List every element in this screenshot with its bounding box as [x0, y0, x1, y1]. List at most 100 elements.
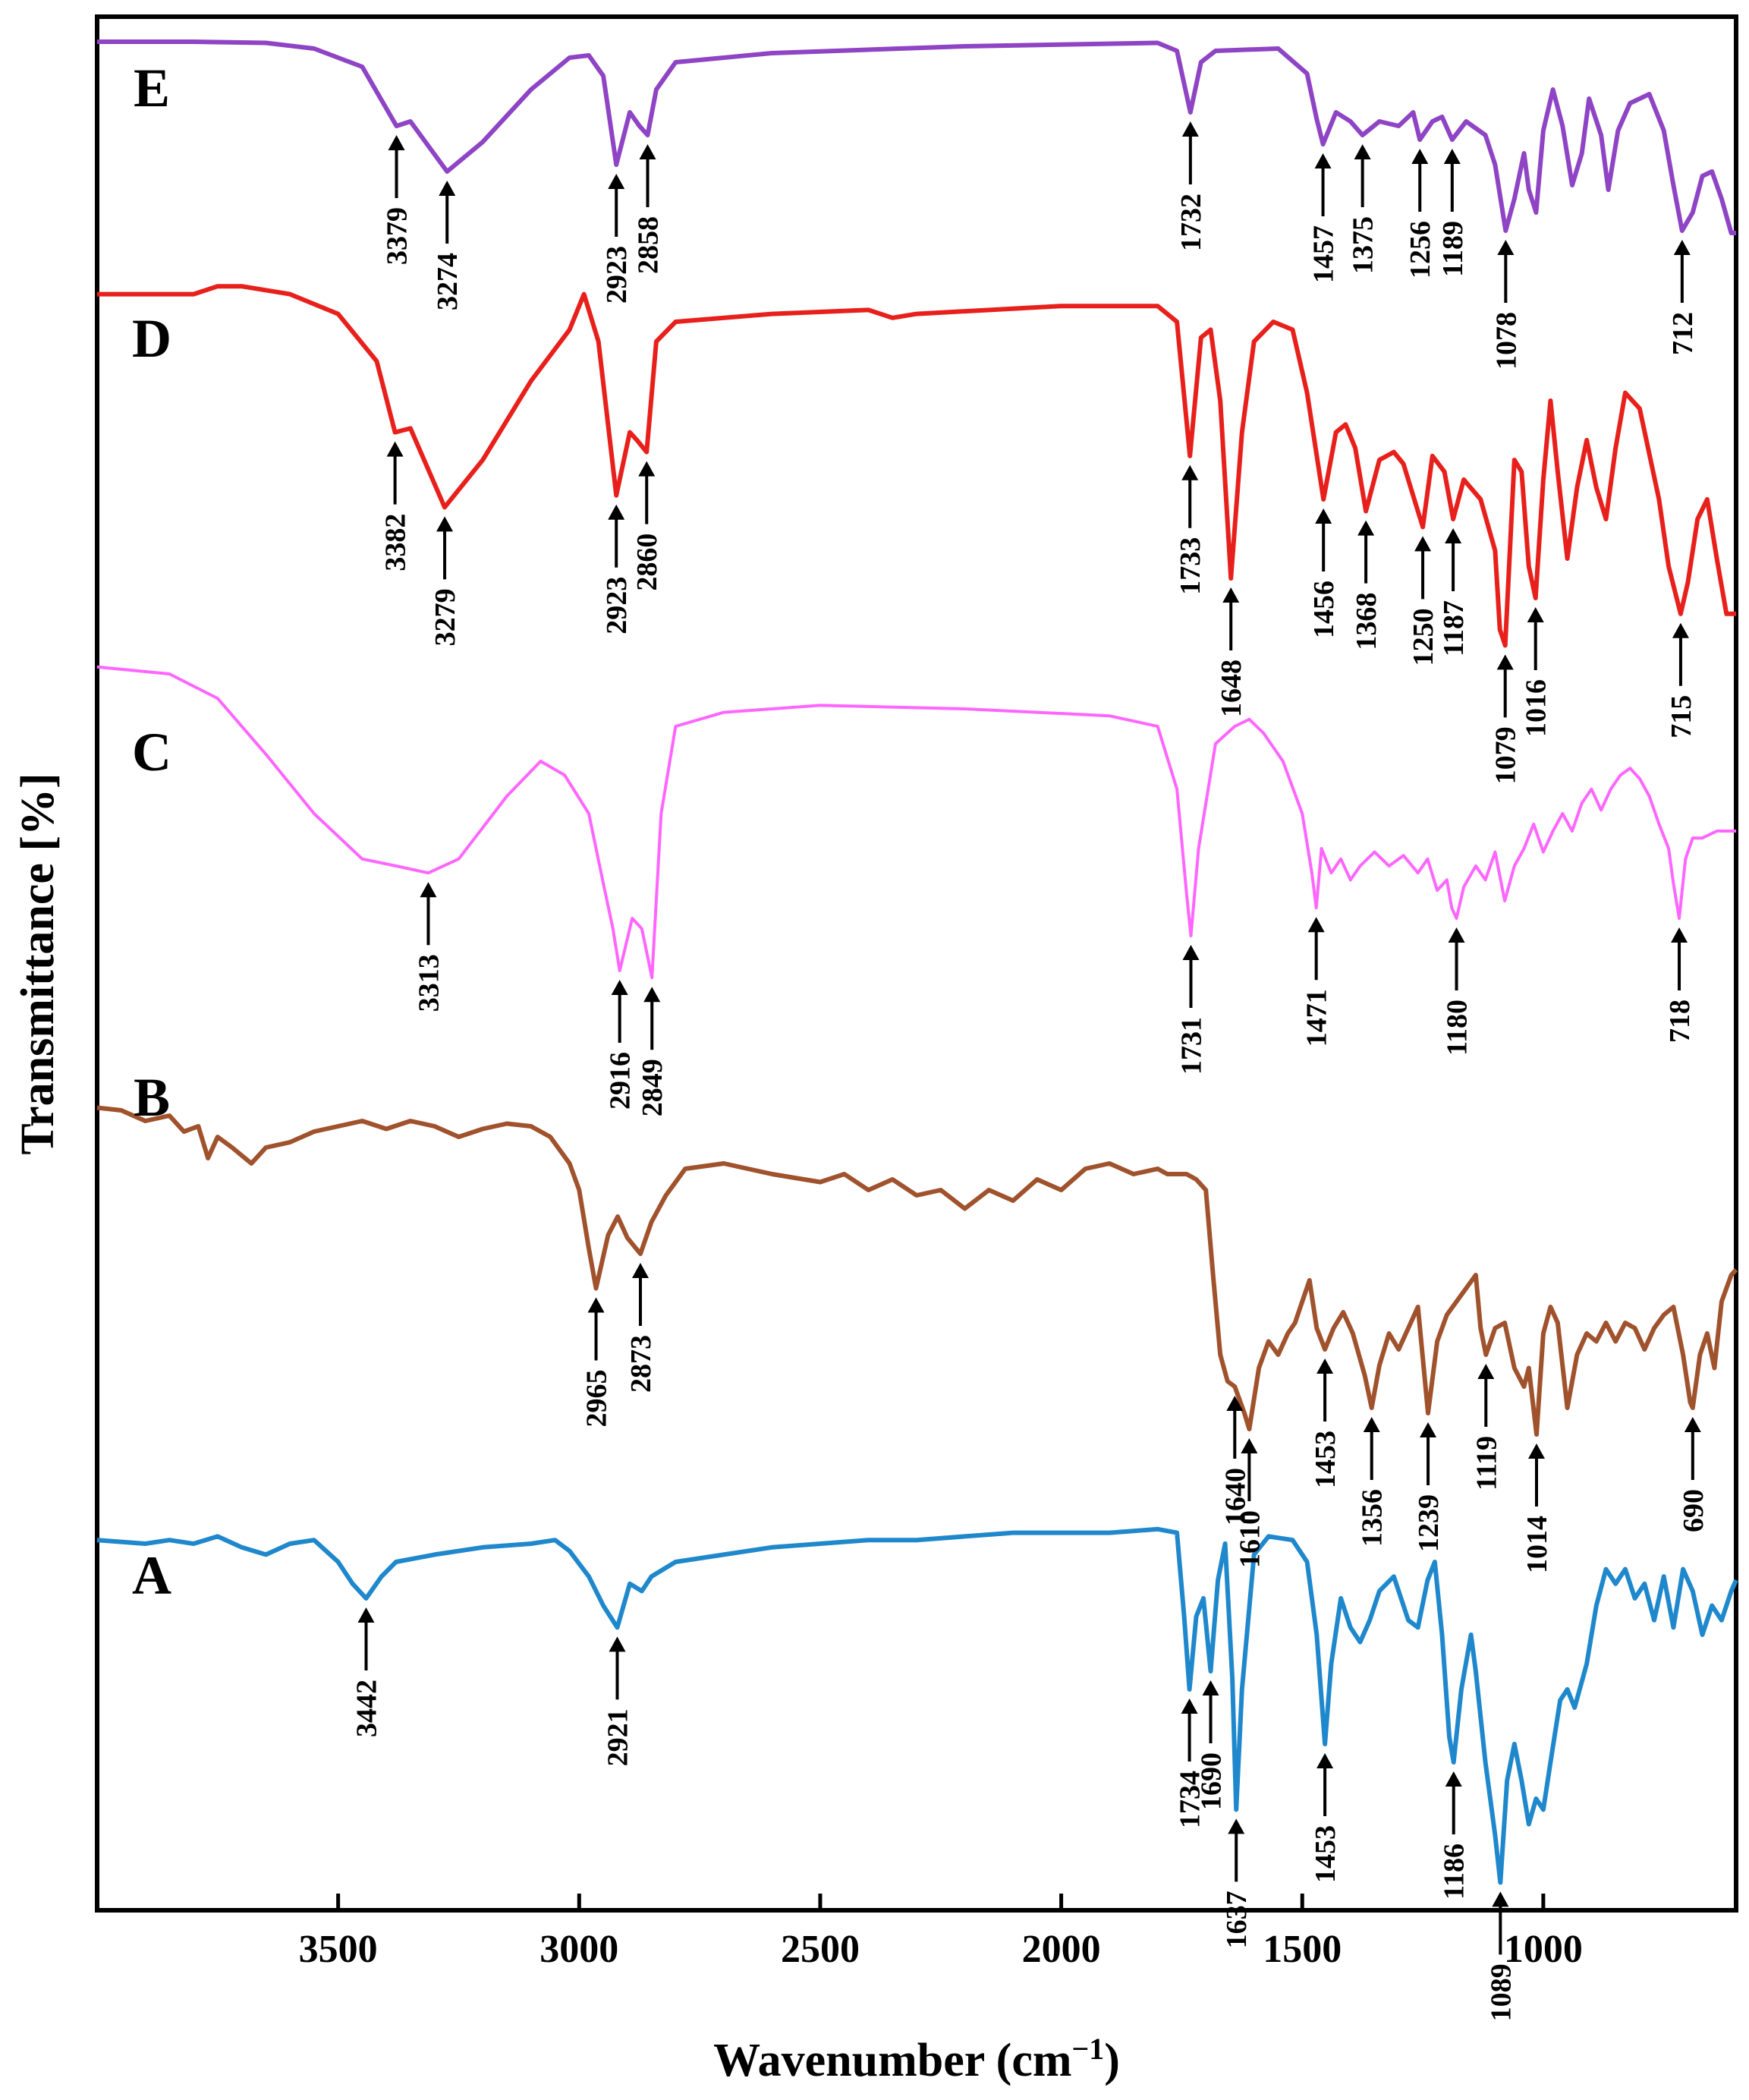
peak-label: 715	[1666, 695, 1697, 738]
peak-D-3279: 3279	[429, 516, 461, 646]
peak-label: 1457	[1308, 225, 1340, 283]
peak-arrow-head	[357, 1607, 375, 1623]
peak-A-1637: 1637	[1221, 1818, 1253, 1948]
peak-E-1457: 1457	[1308, 153, 1340, 283]
peak-label: 2921	[602, 1708, 634, 1766]
peak-arrow-head	[1314, 153, 1332, 168]
peak-D-1368: 1368	[1351, 520, 1383, 650]
peak-arrow-head	[1414, 536, 1432, 552]
peak-E-1189: 1189	[1437, 149, 1469, 277]
peak-label: 1640	[1219, 1468, 1251, 1525]
x-axis-title-main: Wavenumber (cm	[713, 2035, 1071, 2086]
peak-label: 3313	[413, 954, 445, 1012]
peak-arrow-head	[1357, 520, 1375, 536]
peak-arrow-head	[1315, 508, 1332, 524]
peak-arrow-head	[1448, 927, 1465, 943]
peak-arrow-head	[1316, 1359, 1334, 1374]
peak-C-1180: 1180	[1442, 927, 1474, 1056]
peak-arrow-head	[439, 181, 456, 196]
peak-arrow-head	[1307, 917, 1325, 933]
peak-E-1256: 1256	[1405, 149, 1436, 279]
peak-label: 2965	[581, 1370, 613, 1428]
peak-E-712: 712	[1667, 240, 1699, 355]
peak-label: 1732	[1175, 194, 1207, 251]
peak-arrow-head	[587, 1297, 605, 1313]
peak-arrow-head	[436, 516, 454, 532]
peak-D-2923: 2923	[601, 504, 633, 634]
peak-arrow-head	[1226, 1396, 1244, 1411]
peak-D-2860: 2860	[631, 461, 663, 591]
peak-arrow-head	[643, 987, 661, 1003]
peak-label: 1250	[1408, 608, 1439, 666]
peak-label: 3442	[351, 1680, 382, 1737]
peak-label: 3382	[380, 514, 412, 571]
peak-label: 1471	[1301, 989, 1333, 1047]
peak-label: 1733	[1175, 537, 1206, 595]
peak-label: 1119	[1471, 1436, 1502, 1491]
peak-label: 3274	[432, 253, 464, 310]
trace-label-D: D	[132, 308, 171, 369]
trace-label-E: E	[134, 58, 170, 118]
peak-label: 1731	[1175, 1017, 1207, 1075]
peak-arrow-head	[1181, 464, 1199, 480]
peak-arrow-head	[1241, 1438, 1258, 1453]
peak-A-1690: 1690	[1196, 1680, 1228, 1810]
peak-arrow-head	[1684, 1417, 1701, 1432]
trace-label-A: A	[132, 1545, 171, 1606]
peak-B-1640: 1640	[1219, 1396, 1251, 1525]
peak-E-2923: 2923	[601, 174, 633, 304]
peak-label: 3279	[429, 588, 461, 646]
peak-E-1732: 1732	[1175, 121, 1207, 251]
peak-label: 1610	[1234, 1510, 1266, 1568]
peak-arrow-head	[1182, 945, 1200, 960]
peak-arrow-head	[1497, 240, 1515, 255]
peak-C-718: 718	[1664, 927, 1696, 1043]
x-tick-label-2000: 2000	[1022, 1928, 1101, 1971]
peak-label: 1375	[1348, 216, 1379, 274]
peak-E-3274: 3274	[432, 181, 464, 310]
peak-arrow-head	[1181, 121, 1199, 137]
peak-arrow-head	[1527, 1444, 1545, 1459]
peak-D-1016: 1016	[1521, 607, 1552, 737]
peak-B-1239: 1239	[1413, 1422, 1445, 1552]
peak-C-3313: 3313	[413, 882, 445, 1012]
peak-arrow-head	[1477, 1364, 1495, 1379]
peak-B-1356: 1356	[1357, 1417, 1389, 1547]
peak-A-1186: 1186	[1439, 1771, 1471, 1900]
x-tick-label-2500: 2500	[781, 1928, 860, 1971]
peak-label: 1016	[1521, 679, 1552, 737]
peak-label: 1187	[1438, 600, 1470, 656]
peak-arrow-head	[1420, 1422, 1437, 1437]
peak-B-2873: 2873	[625, 1263, 657, 1393]
peak-label: 1189	[1437, 221, 1469, 277]
trace-label-C: C	[132, 722, 171, 782]
peak-arrow-head	[1527, 607, 1544, 622]
peak-C-2916: 2916	[605, 980, 637, 1110]
peak-D-1187: 1187	[1438, 528, 1470, 656]
peak-arrow-head	[420, 882, 437, 898]
peak-label: 2923	[601, 577, 633, 634]
series-layer	[96, 39, 1738, 1885]
peak-label: 1186	[1439, 1843, 1471, 1900]
peak-A-1453: 1453	[1310, 1753, 1342, 1883]
peak-label: 1078	[1490, 312, 1522, 370]
peak-label: 2858	[633, 216, 665, 274]
series-line-E	[97, 39, 1736, 235]
peak-D-1250: 1250	[1408, 536, 1439, 666]
peak-label: 2916	[605, 1052, 637, 1110]
series-line-B	[96, 1105, 1738, 1437]
peak-label: 1456	[1308, 581, 1340, 638]
peak-D-1456: 1456	[1308, 508, 1340, 638]
peak-arrow-head	[1492, 1891, 1509, 1907]
trace-label-B: B	[134, 1067, 170, 1128]
peak-label: 1637	[1221, 1891, 1253, 1948]
peak-label: 1368	[1351, 593, 1383, 650]
peak-B-1610: 1610	[1234, 1438, 1266, 1568]
peak-B-1014: 1014	[1521, 1444, 1553, 1573]
peak-arrow-head	[631, 1263, 649, 1278]
peak-arrow-head	[608, 174, 625, 189]
peak-D-3382: 3382	[380, 441, 412, 571]
peak-arrow-head	[1443, 149, 1461, 164]
series-line-C	[96, 665, 1736, 980]
peak-E-3379: 3379	[382, 135, 414, 265]
